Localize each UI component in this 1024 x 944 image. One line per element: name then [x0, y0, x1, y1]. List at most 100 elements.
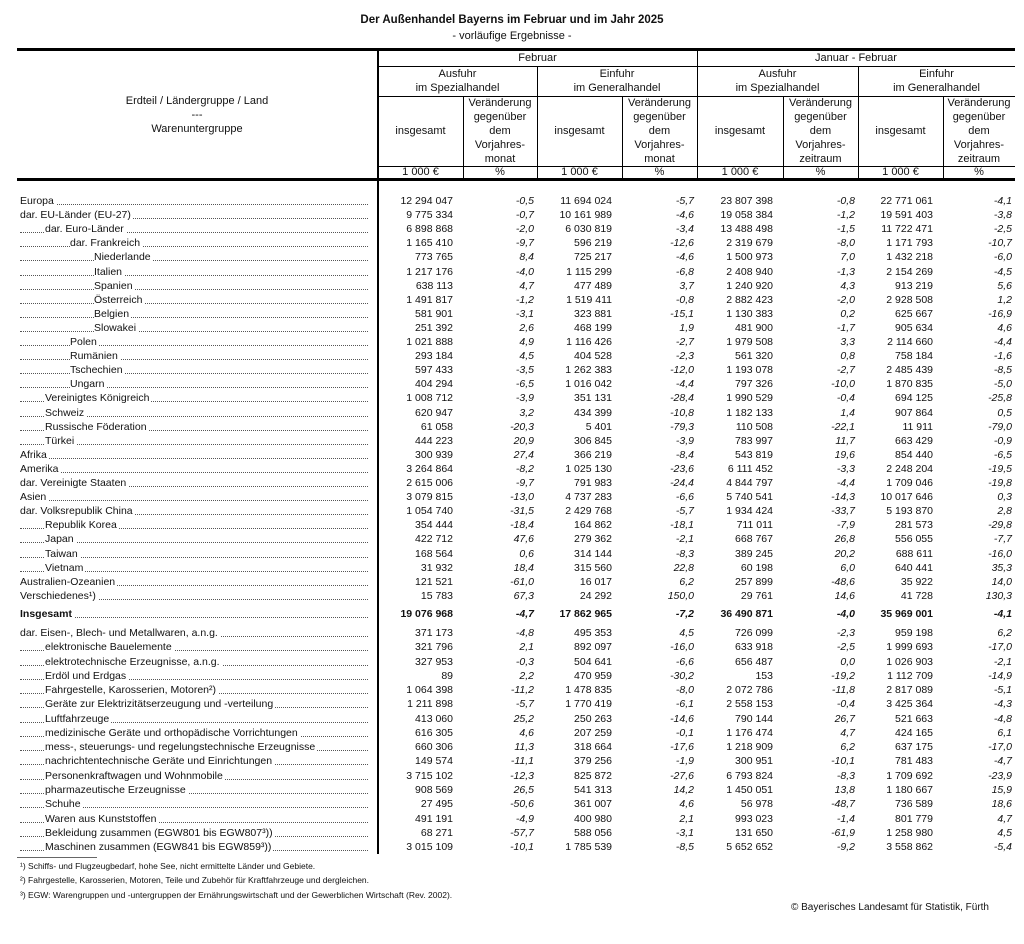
change-percent: -13,0 [510, 491, 534, 504]
value-1000-eur: 801 779 [895, 812, 933, 825]
period-divider [697, 48, 698, 179]
row-label: Polen [20, 335, 368, 349]
value-1000-eur: 424 165 [895, 726, 933, 739]
row-label: dar. Eisen-, Blech- und Metallwaren, a.n… [20, 626, 368, 640]
change-percent: -23,9 [988, 769, 1012, 782]
change-percent: -4,4 [675, 378, 694, 391]
value-1000-eur: 19 076 968 [400, 608, 453, 620]
value-1000-eur: 1 026 903 [886, 655, 933, 668]
header-line: dem [648, 125, 671, 137]
value-1000-eur: 481 900 [735, 321, 773, 334]
row-label-text: Europa [20, 195, 56, 207]
change-percent: 4,5 [519, 350, 534, 363]
change-percent: -2,1 [675, 533, 694, 546]
change-percent: 4,5 [679, 627, 694, 639]
change-percent: 4,6 [679, 798, 694, 811]
change-percent: 1,2 [997, 293, 1012, 306]
value-1000-eur: 10 017 646 [880, 491, 933, 504]
value-1000-eur: 404 528 [574, 350, 612, 363]
change-percent: 2,1 [679, 812, 694, 825]
value-1000-eur: 2 558 153 [726, 698, 773, 711]
value-1000-eur: 1 870 835 [886, 378, 933, 391]
change-percent: -2,3 [675, 350, 694, 363]
change-percent: -79,3 [670, 420, 694, 433]
header-line: Ausfuhr [758, 68, 797, 80]
value-1000-eur: 1 218 909 [726, 741, 773, 754]
change-percent: 150,0 [667, 589, 694, 602]
value-1000-eur: 470 959 [574, 669, 612, 682]
value-1000-eur: 1 450 051 [726, 783, 773, 796]
value-1000-eur: 1 176 474 [726, 726, 773, 739]
value-1000-eur: 758 184 [895, 350, 933, 363]
value-1000-eur: 1 770 419 [565, 698, 612, 711]
change-percent: -16,9 [988, 307, 1012, 320]
change-percent: -4,8 [993, 712, 1012, 725]
change-percent: -4,6 [675, 209, 694, 222]
value-1000-eur: 314 144 [574, 547, 612, 560]
value-1000-eur: 2 154 269 [886, 265, 933, 278]
row-label-text: Vietnam [45, 561, 86, 574]
change-percent: 20,9 [513, 434, 534, 447]
row-label: Maschinen zusammen (EGW841 bis EGW859³)) [20, 840, 368, 854]
change-percent: 0,2 [840, 307, 855, 320]
value-1000-eur: 3 264 864 [406, 462, 453, 475]
value-1000-eur: 656 487 [735, 655, 773, 668]
change-percent: -10,0 [831, 378, 855, 391]
value-1000-eur: 371 173 [415, 627, 453, 639]
change-percent: 5,6 [997, 279, 1012, 292]
row-label-text: Insgesamt [20, 608, 74, 620]
row-label-text: elektronische Bauelemente [45, 641, 174, 654]
report-subtitle: - vorläufige Ergebnisse - [452, 30, 572, 42]
value-1000-eur: 2 072 786 [726, 684, 773, 697]
row-label-text: Geräte zur Elektrizitätserzeugung und -v… [45, 698, 276, 711]
change-percent: 4,6 [519, 726, 534, 739]
row-label: Geräte zur Elektrizitätserzeugung und -v… [20, 697, 368, 711]
value-1000-eur: 625 667 [895, 307, 933, 320]
value-1000-eur: 1 064 398 [406, 684, 453, 697]
change-percent: -3,1 [515, 307, 534, 320]
row-label: dar. Vereinigte Staaten [20, 476, 368, 490]
change-percent: -28,4 [670, 392, 694, 405]
value-1000-eur: 2 248 204 [886, 462, 933, 475]
change-percent: -23,6 [670, 462, 694, 475]
change-percent: -4,7 [515, 608, 534, 620]
value-1000-eur: 131 650 [735, 826, 773, 839]
row-label: Vereinigtes Königreich [20, 391, 368, 405]
change-percent: -6,6 [675, 655, 694, 668]
header-line: Vorjahres- [953, 139, 1005, 151]
value-1000-eur: 1 709 692 [886, 769, 933, 782]
row-label: medizinische Geräte und orthopädische Vo… [20, 726, 368, 740]
row-label: Luftfahrzeuge [20, 712, 368, 726]
value-1000-eur: 959 198 [895, 627, 933, 639]
value-1000-eur: 361 007 [574, 798, 612, 811]
row-label: Afrika [20, 448, 368, 462]
change-percent: -6,5 [515, 378, 534, 391]
value-1000-eur: 907 864 [895, 406, 933, 419]
change-percent: -8,0 [836, 237, 855, 250]
value-1000-eur: 620 947 [415, 406, 453, 419]
value-1000-eur: 389 245 [735, 547, 773, 560]
change-percent: 47,6 [513, 533, 534, 546]
row-label-text: Polen [70, 336, 99, 348]
value-1000-eur: 2 319 679 [726, 237, 773, 250]
value-1000-eur: 24 292 [579, 589, 612, 602]
change-percent: -12,0 [670, 364, 694, 377]
value-1000-eur: 1 262 383 [565, 364, 612, 377]
change-percent: -10,1 [831, 755, 855, 768]
change-percent: -2,1 [993, 655, 1012, 668]
change-percent: 22,8 [673, 561, 694, 574]
change-percent: -14,6 [670, 712, 694, 725]
row-label-text: Maschinen zusammen (EGW841 bis EGW859³)) [45, 841, 274, 854]
row-label: Vietnam [20, 561, 368, 575]
change-percent: 6,1 [997, 726, 1012, 739]
column-divider [858, 66, 859, 179]
change-percent: -3,5 [515, 364, 534, 377]
value-1000-eur: 6 793 824 [726, 769, 773, 782]
row-label: dar. Volksrepublik China [20, 504, 368, 518]
value-1000-eur: 207 259 [574, 726, 612, 739]
change-percent: 26,8 [834, 533, 855, 546]
change-percent: -4,6 [675, 251, 694, 264]
value-1000-eur: 854 440 [895, 448, 933, 461]
value-1000-eur: 790 144 [735, 712, 773, 725]
value-1000-eur: 434 399 [574, 406, 612, 419]
